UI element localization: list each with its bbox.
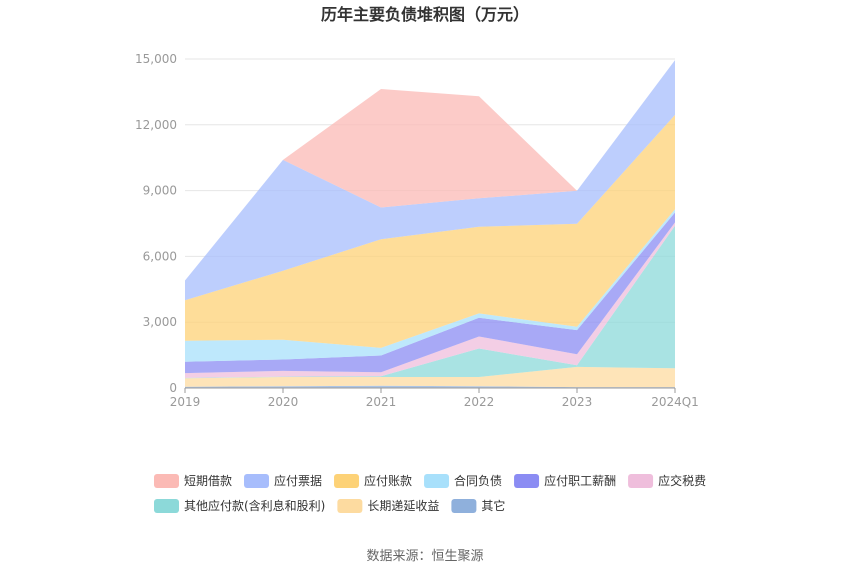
legend-label: 其他应付款(含利息和股利) bbox=[184, 498, 325, 513]
area-series-应付票据 bbox=[185, 60, 675, 301]
legend-swatch bbox=[451, 499, 477, 513]
x-tick-label: 2020 bbox=[268, 395, 299, 409]
legend-swatch bbox=[514, 474, 540, 488]
area-series-group bbox=[185, 60, 675, 388]
area-series-其他应付款(含利息和股利) bbox=[185, 225, 675, 379]
legend-item-短期借款[interactable]: 短期借款 bbox=[154, 474, 232, 488]
legend-swatch bbox=[628, 474, 654, 488]
x-tick-label: 2021 bbox=[366, 395, 397, 409]
area-series-短期借款 bbox=[185, 60, 675, 281]
area-series-应付职工薪酬 bbox=[185, 212, 675, 374]
legend-item-应付票据[interactable]: 应付票据 bbox=[244, 473, 322, 488]
x-tick-label: 2023 bbox=[562, 395, 593, 409]
chart-title: 历年主要负债堆积图（万元） bbox=[321, 5, 529, 24]
y-tick-label: 6,000 bbox=[143, 249, 177, 263]
legend-label: 应付票据 bbox=[274, 473, 322, 488]
legend-item-应交税费[interactable]: 应交税费 bbox=[628, 473, 706, 488]
legend-swatch bbox=[337, 499, 363, 513]
legend-item-应付职工薪酬[interactable]: 应付职工薪酬 bbox=[514, 473, 616, 488]
area-series-应付账款 bbox=[185, 114, 675, 348]
y-tick-label: 0 bbox=[169, 381, 177, 395]
x-tick-label: 2024Q1 bbox=[651, 395, 699, 409]
legend-swatch bbox=[244, 474, 270, 488]
y-tick-label: 9,000 bbox=[143, 184, 177, 198]
legend-label: 合同负债 bbox=[454, 473, 502, 488]
legend-item-其它[interactable]: 其它 bbox=[451, 498, 505, 513]
y-tick-label: 3,000 bbox=[143, 315, 177, 329]
legend-item-合同负债[interactable]: 合同负债 bbox=[424, 473, 502, 488]
legend-swatch bbox=[424, 474, 450, 488]
x-tick-label: 2022 bbox=[464, 395, 495, 409]
legend-label: 短期借款 bbox=[184, 474, 232, 488]
y-tick-label: 15,000 bbox=[135, 52, 177, 66]
legend-label: 应付职工薪酬 bbox=[544, 473, 616, 488]
legend-label: 其它 bbox=[481, 498, 505, 513]
area-series-合同负债 bbox=[185, 209, 675, 362]
legend-swatch bbox=[334, 474, 360, 488]
legend-swatch bbox=[154, 474, 179, 488]
x-tick-label: 2019 bbox=[170, 395, 201, 409]
legend-item-其他应付款(含利息和股利)[interactable]: 其他应付款(含利息和股利) bbox=[154, 498, 325, 513]
y-tick-label: 12,000 bbox=[135, 118, 177, 132]
legend-item-应付账款[interactable]: 应付账款 bbox=[334, 473, 412, 488]
legend-item-长期递延收益[interactable]: 长期递延收益 bbox=[337, 499, 439, 513]
legend-label: 应付账款 bbox=[364, 473, 412, 488]
area-series-其它 bbox=[185, 385, 675, 388]
legend-label: 长期递延收益 bbox=[367, 499, 439, 513]
axes: 0 3,000 6,000 9,000 12,000 15,000 2019 2020 2021… bbox=[135, 52, 699, 409]
data-source: 数据来源：恒生聚源 bbox=[366, 549, 483, 564]
legend-label: 应交税费 bbox=[658, 473, 706, 488]
legend-swatch bbox=[154, 499, 179, 513]
